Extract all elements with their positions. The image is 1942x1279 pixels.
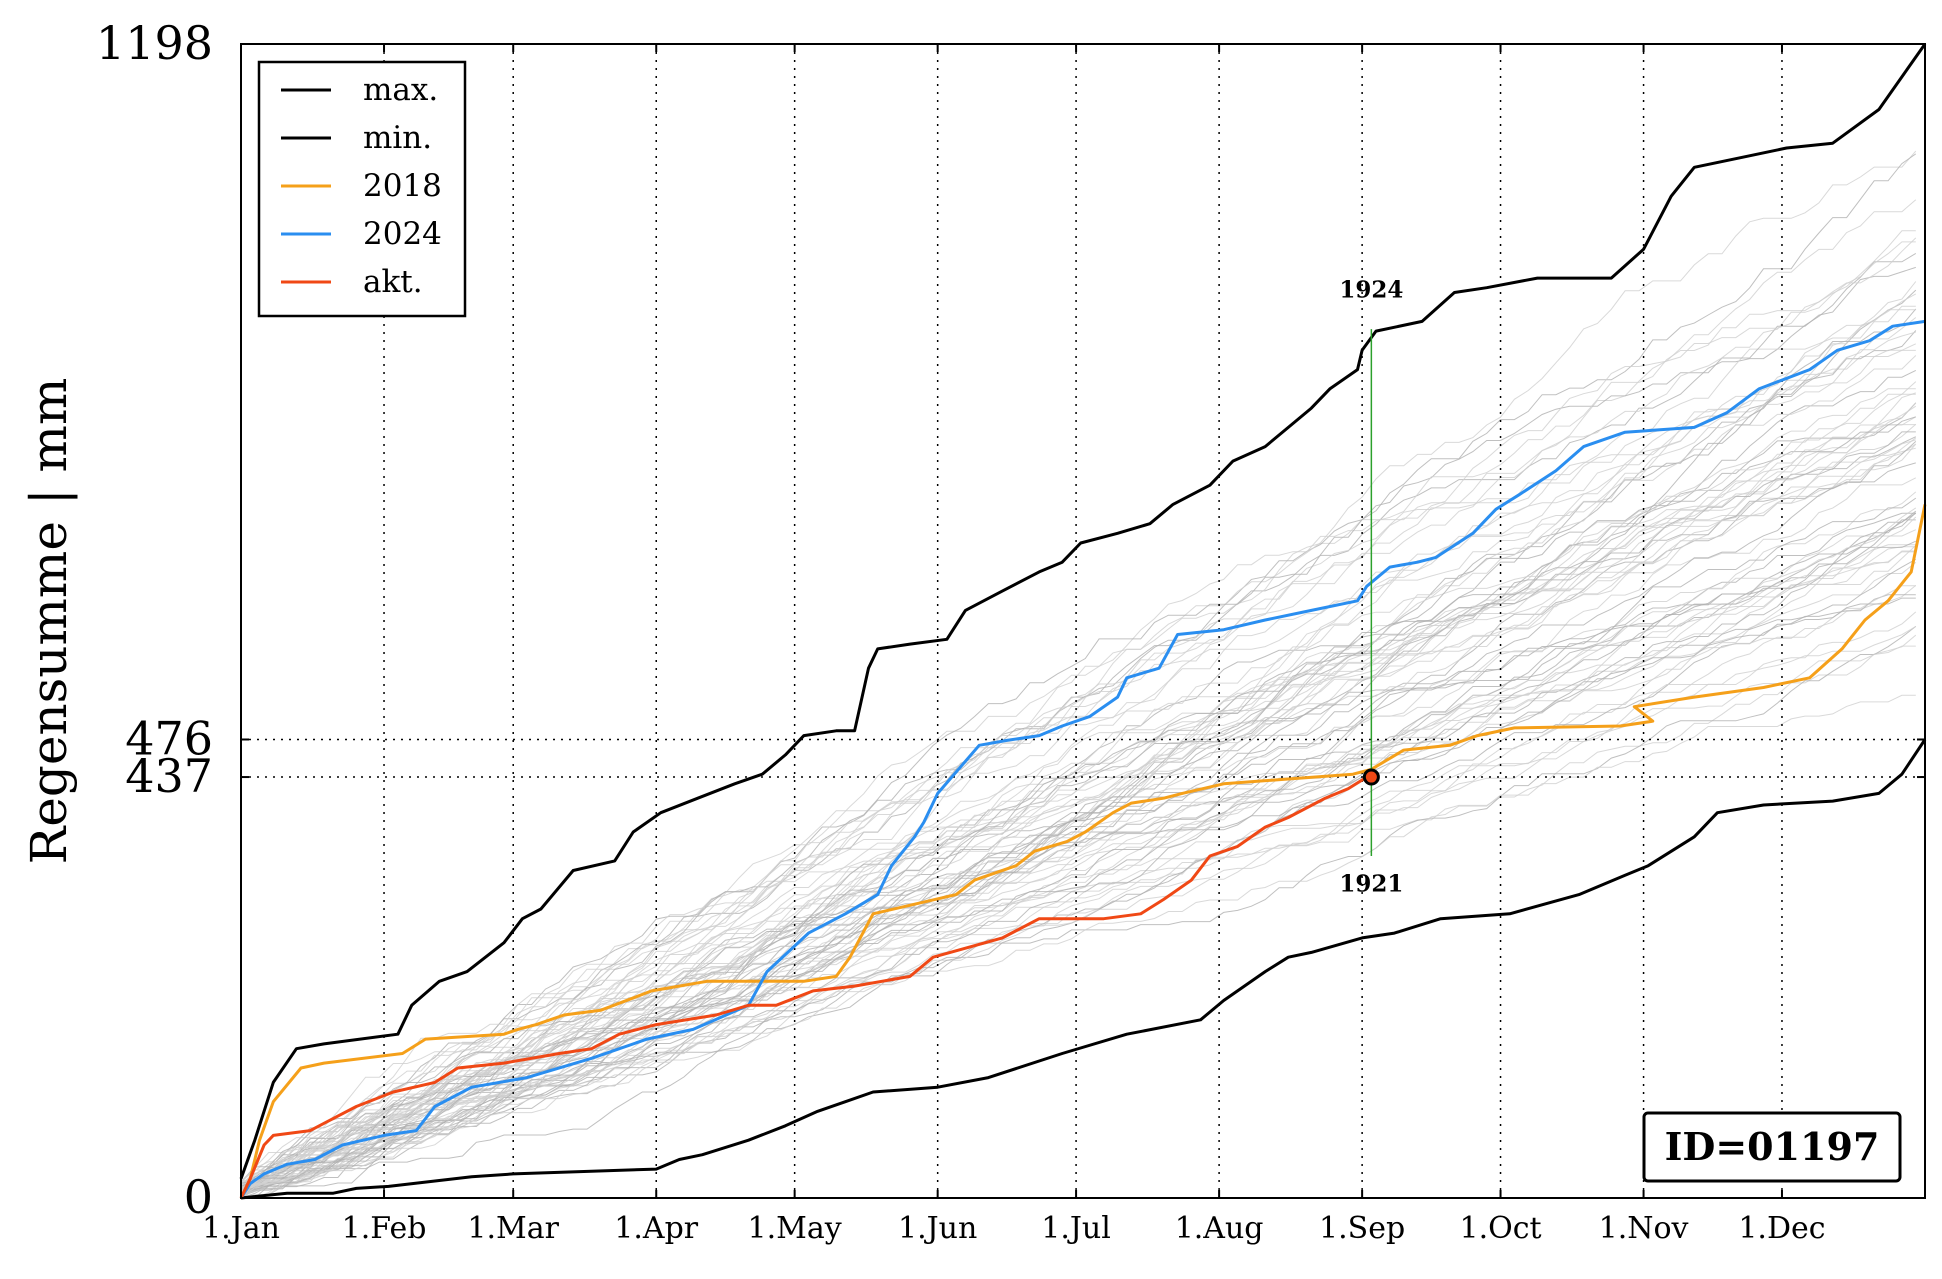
x-tick-label: 1.Aug (1175, 1211, 1264, 1246)
x-tick-label: 1.Apr (614, 1211, 698, 1246)
x-tick-label: 1.Dec (1738, 1211, 1825, 1246)
y-tick-label: 1198 (96, 16, 213, 70)
x-tick-label: 1.Jun (898, 1211, 977, 1246)
history-line (241, 381, 1917, 1190)
history-line (240, 540, 1917, 1199)
history-line (241, 289, 1917, 1199)
history-line (240, 150, 1917, 1193)
x-tick-label: 1.May (748, 1211, 842, 1246)
history-line (240, 331, 1916, 1184)
history-line (240, 585, 1916, 1193)
history-line (241, 497, 1917, 1199)
history-line (240, 281, 1917, 1195)
history-line (240, 551, 1916, 1199)
history-line (241, 512, 1916, 1187)
history-line (240, 309, 1916, 1199)
history-line (240, 443, 1917, 1191)
history-line (241, 392, 1916, 1185)
history-line (240, 405, 1917, 1188)
history-line (240, 558, 1917, 1189)
history-line (240, 477, 1917, 1192)
history-line (240, 625, 1917, 1196)
history-line (240, 416, 1917, 1199)
y-tick-label: 476 (125, 711, 213, 765)
history-line (241, 237, 1917, 1187)
legend-box (257, 60, 467, 318)
history-line (240, 355, 1917, 1189)
grid-lines (241, 43, 1925, 1198)
annotation-max-year: 1924 (1339, 276, 1403, 303)
x-tick-label: 1.Feb (342, 1211, 427, 1246)
legend-label: max. (363, 72, 438, 108)
annotation-min-year: 1921 (1339, 871, 1403, 898)
history-line (240, 507, 1917, 1199)
history-line (240, 561, 1917, 1191)
history-line (240, 230, 1916, 1183)
current-value-marker (1362, 768, 1380, 786)
history-line (240, 266, 1916, 1199)
history-line (241, 512, 1917, 1190)
series-lines (239, 43, 1927, 1200)
x-tick-label: 1.Mar (467, 1211, 559, 1246)
legend-entries: max. min. 2018 2024 akt. (281, 72, 442, 300)
history-line (240, 694, 1916, 1195)
history-line (240, 645, 1916, 1195)
series-line-min (240, 738, 1927, 1200)
history-line (240, 519, 1916, 1191)
legend-label: min. (363, 120, 432, 156)
station-id-frame (1642, 1111, 1902, 1183)
history-line (240, 388, 1916, 1186)
x-tick-label: 1.Jul (1041, 1211, 1111, 1246)
x-tick-label: 1.Jan (202, 1211, 280, 1246)
history-line (240, 293, 1917, 1183)
x-tick-label: 1.Oct (1460, 1211, 1542, 1246)
history-line (241, 153, 1917, 1186)
x-tick-label: 1.Nov (1599, 1211, 1689, 1246)
history-line (240, 546, 1916, 1191)
history-line (240, 199, 1917, 1191)
history-line (240, 423, 1917, 1187)
y-tick-label: 0 (184, 1170, 213, 1224)
series-line-akt (239, 775, 1368, 1199)
legend-label: 2018 (363, 168, 442, 204)
history-line (240, 436, 1917, 1199)
x-axis-ticks: 1.Jan 1.Feb 1.Mar 1.Apr 1.May 1.Jun 1.Jul 1.Aug… (202, 44, 1826, 1246)
station-id-label: ID=01197 (1665, 1124, 1880, 1169)
history-line (241, 545, 1917, 1199)
legend: max. min. 2018 2024 akt. (257, 60, 467, 318)
history-line (240, 439, 1916, 1184)
history-line (240, 431, 1916, 1187)
history-line (240, 597, 1916, 1195)
history-line (240, 402, 1917, 1184)
historical-years-lines (240, 150, 1917, 1199)
series-line-2018 (239, 504, 1927, 1199)
series-line-2024 (239, 319, 1926, 1199)
station-id-box: ID=01197 (1642, 1111, 1902, 1183)
x-tick-label: 1.Sep (1319, 1211, 1405, 1246)
history-line (240, 330, 1917, 1183)
series-line-max (239, 43, 1927, 1180)
y-axis-label: Regensumme | mm (20, 378, 78, 865)
legend-label: 2024 (363, 216, 442, 252)
legend-label: akt. (363, 264, 423, 300)
history-line (241, 349, 1916, 1189)
history-line (240, 550, 1916, 1190)
y-tick-label: 437 (125, 749, 213, 803)
plot-frame (240, 43, 1926, 1199)
